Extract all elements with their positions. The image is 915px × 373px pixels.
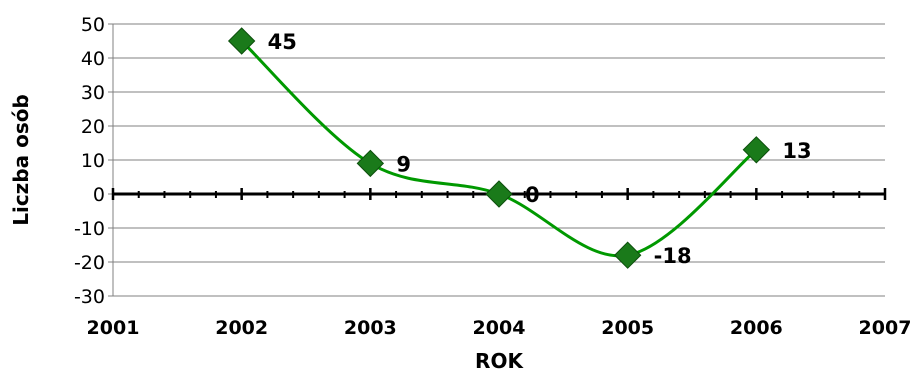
data-labels: 45 9 0 -18 13: [268, 30, 812, 268]
x-tick-label: 2005: [601, 317, 654, 339]
data-label: 9: [396, 152, 411, 176]
y-tick-label: 50: [81, 14, 105, 36]
data-point-marker: [742, 136, 771, 164]
data-point-marker: [613, 241, 642, 269]
data-label: 0: [525, 183, 540, 207]
data-label: 13: [782, 139, 811, 163]
x-tick-label: 2001: [87, 317, 140, 339]
x-tick-label: 2003: [344, 317, 397, 339]
y-tick-label: -30: [74, 286, 105, 308]
data-point-marker: [485, 180, 513, 208]
data-point-marker: [356, 149, 385, 178]
y-tick-label: 40: [81, 48, 105, 70]
y-axis-title: Liczba osób: [9, 94, 33, 226]
x-axis-title: ROK: [475, 349, 524, 373]
x-tick-label: 2004: [473, 317, 526, 339]
y-tick-label: 30: [81, 82, 105, 104]
data-point-marker: [227, 27, 256, 55]
x-tick-label: 2006: [730, 317, 783, 339]
y-tick-label: 10: [81, 150, 105, 172]
y-tick-label: 20: [81, 116, 105, 138]
x-tick-label: 2002: [215, 317, 268, 339]
y-tick-label: 0: [93, 184, 105, 206]
series: [227, 27, 771, 269]
x-tick-label: 2007: [859, 317, 912, 339]
y-tick-labels: 50 40 30 20 10 0 -10 -20 -30: [74, 14, 105, 308]
x-tick-labels: 2001 2002 2003 2004 2005 2006 2007: [87, 317, 912, 339]
y-tick-label: -20: [74, 252, 105, 274]
data-label: -18: [654, 244, 692, 268]
y-tick-label: -10: [74, 218, 105, 240]
gridlines: [108, 23, 885, 297]
series-line: [240, 39, 758, 258]
data-label: 45: [268, 30, 297, 54]
